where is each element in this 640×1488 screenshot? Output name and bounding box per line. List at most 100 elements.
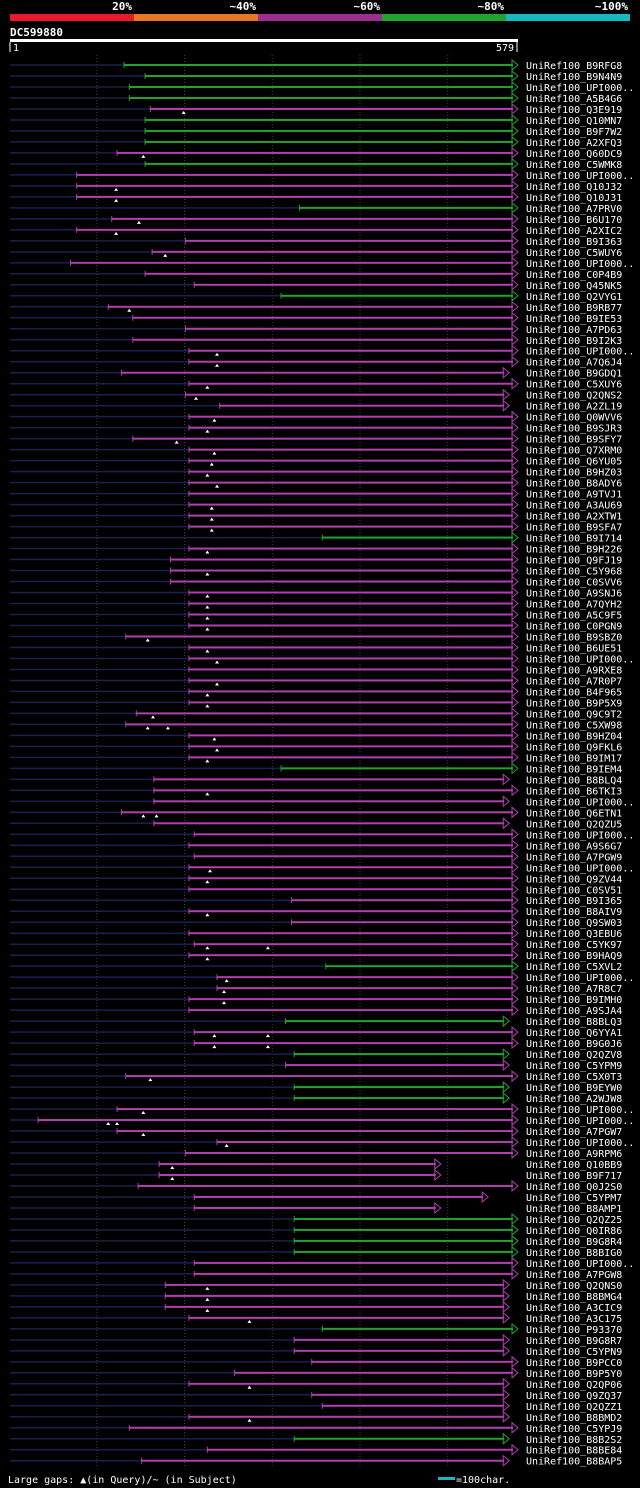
hit-label[interactable]: UniRef100_B6U170	[526, 215, 622, 226]
hit-row[interactable]: UniRef100_B9I363	[10, 234, 622, 248]
hit-label[interactable]: UniRef100_B9G8R4	[526, 1237, 622, 1248]
hit-label[interactable]: UniRef100_UPI000..	[526, 1259, 634, 1270]
hit-row[interactable]: UniRef100_A9RPM6	[10, 1146, 622, 1160]
hit-row[interactable]: UniRef100_B8AIV9	[10, 905, 622, 918]
hit-row[interactable]: UniRef100_Q3EBU6	[10, 927, 622, 940]
hit-row[interactable]: UniRef100_B9F7W2	[10, 124, 622, 138]
hit-label[interactable]: UniRef100_UPI000..	[526, 259, 634, 270]
hit-label[interactable]: UniRef100_B9F7W2	[526, 127, 622, 138]
hit-row[interactable]: UniRef100_Q2QZ25	[10, 1212, 622, 1226]
hit-row[interactable]: UniRef100_Q2QZZ1	[10, 1399, 622, 1413]
hit-label[interactable]: UniRef100_B9P5Y0	[526, 1369, 622, 1380]
hit-label[interactable]: UniRef100_C0P4B9	[526, 270, 622, 281]
hit-row[interactable]: UniRef100_Q10J31	[10, 190, 622, 204]
hit-label[interactable]: UniRef100_C0SVV6	[526, 578, 622, 589]
hit-row[interactable]: UniRef100_Q9C9T2	[10, 707, 622, 720]
hit-row[interactable]: UniRef100_A2XTW1	[10, 509, 622, 523]
hit-row[interactable]: UniRef100_UPI000..	[10, 256, 634, 270]
hit-label[interactable]: UniRef100_B8AIV9	[526, 907, 622, 918]
hit-label[interactable]: UniRef100_C5XVL2	[526, 962, 622, 973]
hit-label[interactable]: UniRef100_B8ADY6	[526, 479, 622, 490]
hit-row[interactable]: UniRef100_Q0IR86	[10, 1223, 622, 1237]
hit-row[interactable]: UniRef100_A2ZL19	[10, 399, 622, 413]
hit-row[interactable]: UniRef100_B9P5X9	[10, 696, 622, 709]
hit-row[interactable]: UniRef100_B9IM17	[10, 751, 622, 764]
hit-label[interactable]: UniRef100_UPI000..	[526, 797, 634, 808]
hit-label[interactable]: UniRef100_Q10BB9	[526, 1160, 622, 1171]
hit-row[interactable]: UniRef100_B9RB77	[10, 300, 622, 314]
hit-label[interactable]: UniRef100_A7R8C7	[526, 984, 622, 995]
hit-row[interactable]: UniRef100_C5XUY6	[10, 377, 622, 391]
hit-label[interactable]: UniRef100_B8BLQ3	[526, 1017, 622, 1028]
hit-label[interactable]: UniRef100_Q6ETN1	[526, 808, 622, 819]
hit-label[interactable]: UniRef100_A7PRV0	[526, 204, 622, 215]
hit-label[interactable]: UniRef100_Q10MN7	[526, 116, 622, 127]
hit-label[interactable]: UniRef100_A9SJA4	[526, 1006, 622, 1017]
hit-label[interactable]: UniRef100_B9SJR3	[526, 424, 622, 435]
hit-row[interactable]: UniRef100_Q9SW03	[10, 916, 622, 929]
hit-label[interactable]: UniRef100_UPI000..	[526, 171, 634, 182]
hit-label[interactable]: UniRef100_A9RPM6	[526, 1149, 622, 1160]
hit-row[interactable]: UniRef100_A7QYH2	[10, 597, 622, 611]
hit-label[interactable]: UniRef100_Q9FKL6	[526, 742, 622, 753]
hit-row[interactable]: UniRef100_C5XW98	[10, 718, 622, 731]
hit-label[interactable]: UniRef100_B8BIG0	[526, 1248, 622, 1259]
hit-label[interactable]: UniRef100_A5B4G6	[526, 94, 622, 105]
hit-row[interactable]: UniRef100_A9RXE8	[10, 663, 622, 676]
hit-row[interactable]: UniRef100_B4F965	[10, 685, 622, 698]
hit-label[interactable]: UniRef100_UPI000..	[526, 347, 634, 358]
hit-row[interactable]: UniRef100_B9HZ04	[10, 729, 622, 742]
hit-row[interactable]: UniRef100_Q2QNS2	[10, 388, 622, 402]
hit-row[interactable]: UniRef100_C0SVV6	[10, 575, 622, 589]
hit-label[interactable]: UniRef100_B9SBZ0	[526, 632, 622, 643]
hit-row[interactable]: UniRef100_B9N4N9	[10, 69, 622, 83]
hit-label[interactable]: UniRef100_A3CIC9	[526, 1303, 622, 1314]
hit-label[interactable]: UniRef100_Q60DC9	[526, 149, 622, 160]
hit-row[interactable]: UniRef100_B8ADY6	[10, 476, 622, 490]
hit-row[interactable]: UniRef100_Q2QNS0	[10, 1278, 622, 1292]
hit-row[interactable]: UniRef100_B9SJR3	[10, 421, 622, 435]
hit-row[interactable]: UniRef100_Q6ETN1	[10, 806, 622, 819]
hit-row[interactable]: UniRef100_C5YPM9	[10, 1059, 622, 1072]
hit-label[interactable]: UniRef100_B9RB77	[526, 303, 622, 314]
hit-row[interactable]: UniRef100_C5WUY6	[10, 245, 622, 259]
hit-label[interactable]: UniRef100_A9RXE8	[526, 665, 622, 676]
hit-label[interactable]: UniRef100_C5XUY6	[526, 380, 622, 391]
hit-row[interactable]: UniRef100_UPI000..	[10, 1135, 634, 1149]
hit-row[interactable]: UniRef100_C5Y968	[10, 564, 622, 578]
hit-row[interactable]: UniRef100_Q45NK5	[10, 278, 622, 292]
hit-label[interactable]: UniRef100_P93370	[526, 1325, 622, 1336]
hit-label[interactable]: UniRef100_UPI000..	[526, 1105, 634, 1116]
hit-row[interactable]: UniRef100_B8BMD2	[10, 1410, 622, 1424]
hit-row[interactable]: UniRef100_B9I2K3	[10, 333, 622, 347]
hit-label[interactable]: UniRef100_Q10J32	[526, 182, 622, 193]
hit-row[interactable]: UniRef100_A7Q6J4	[10, 355, 622, 369]
hit-row[interactable]: UniRef100_Q10MN7	[10, 113, 622, 127]
hit-label[interactable]: UniRef100_A3C175	[526, 1314, 622, 1325]
hit-label[interactable]: UniRef100_B9HAQ9	[526, 951, 622, 962]
hit-label[interactable]: UniRef100_A2ZL19	[526, 402, 622, 413]
hit-row[interactable]: UniRef100_B8BMG4	[10, 1289, 622, 1303]
hit-label[interactable]: UniRef100_Q45NK5	[526, 281, 622, 292]
hit-row[interactable]: UniRef100_C5YK97	[10, 938, 622, 951]
hit-row[interactable]: UniRef100_Q6YYA1	[10, 1026, 622, 1039]
hit-label[interactable]: UniRef100_B9SFA7	[526, 523, 622, 534]
hit-label[interactable]: UniRef100_C5YPM9	[526, 1061, 622, 1072]
hit-row[interactable]: UniRef100_UPI000..	[10, 80, 634, 94]
hit-label[interactable]: UniRef100_Q2QNS2	[526, 391, 622, 402]
hit-row[interactable]: UniRef100_UPI000..	[10, 861, 634, 874]
hit-label[interactable]: UniRef100_B9HZ03	[526, 468, 622, 479]
hit-label[interactable]: UniRef100_B9IEM4	[526, 764, 622, 775]
hit-label[interactable]: UniRef100_B8BAP5	[526, 1457, 622, 1468]
hit-row[interactable]: UniRef100_A2XIC2	[10, 223, 622, 237]
hit-row[interactable]: UniRef100_A9SNJ6	[10, 586, 622, 600]
hit-row[interactable]: UniRef100_B6U170	[10, 212, 622, 226]
hit-label[interactable]: UniRef100_B8BLQ4	[526, 775, 622, 786]
hit-row[interactable]: UniRef100_Q2QP06	[10, 1377, 622, 1391]
hit-row[interactable]: UniRef100_Q0WVV6	[10, 410, 622, 424]
hit-label[interactable]: UniRef100_A2XIC2	[526, 226, 622, 237]
hit-row[interactable]: UniRef100_B9F717	[10, 1168, 622, 1182]
hit-row[interactable]: UniRef100_B9PCC0	[10, 1355, 622, 1369]
hit-label[interactable]: UniRef100_Q3E919	[526, 105, 622, 116]
hit-row[interactable]: UniRef100_A5B4G6	[10, 91, 622, 105]
